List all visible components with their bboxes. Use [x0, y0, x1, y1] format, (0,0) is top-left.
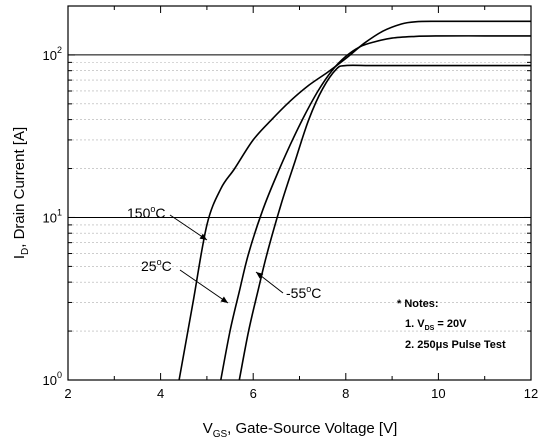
- x-tick-label: 2: [64, 386, 71, 401]
- annotation-150c: 150oC: [127, 204, 166, 221]
- x-tick-label: 4: [157, 386, 164, 401]
- annotation-minus55c: -55oC: [286, 284, 321, 301]
- y-tick-label: 102: [43, 45, 62, 63]
- series-25c: [220, 35, 531, 381]
- arrow-150c-head: [199, 233, 207, 240]
- x-axis-title: VGS, Gate-Source Voltage [V]: [203, 420, 398, 440]
- arrow-25c: [179, 269, 229, 304]
- series-150c: [178, 20, 531, 381]
- series-minus55c: [238, 64, 531, 381]
- grid: [68, 5, 531, 332]
- arrow-minus55c-head: [256, 272, 264, 279]
- notes-line-2: 2. 250μs Pulse Test: [405, 339, 506, 351]
- y-tick-label: 100: [43, 370, 62, 388]
- annotation-25c: 25oC: [141, 257, 172, 274]
- y-axis-title: ID, Drain Current [A]: [11, 127, 31, 259]
- x-tick-label: 12: [524, 386, 538, 401]
- x-tick-label: 8: [342, 386, 349, 401]
- labels: 2 4 6 8 10 12 100 101 102: [43, 45, 539, 401]
- arrow-150c: [169, 214, 208, 241]
- data-series: [169, 20, 531, 381]
- y-tick-label: 101: [43, 207, 62, 225]
- notes-title: * Notes:: [397, 298, 439, 310]
- axis-ticks: [67, 5, 532, 380]
- notes-line-1: 1. VDS = 20V: [405, 318, 467, 332]
- arrow-25c-head: [220, 296, 228, 303]
- x-tick-label: 10: [431, 386, 445, 401]
- x-tick-label: 6: [250, 386, 257, 401]
